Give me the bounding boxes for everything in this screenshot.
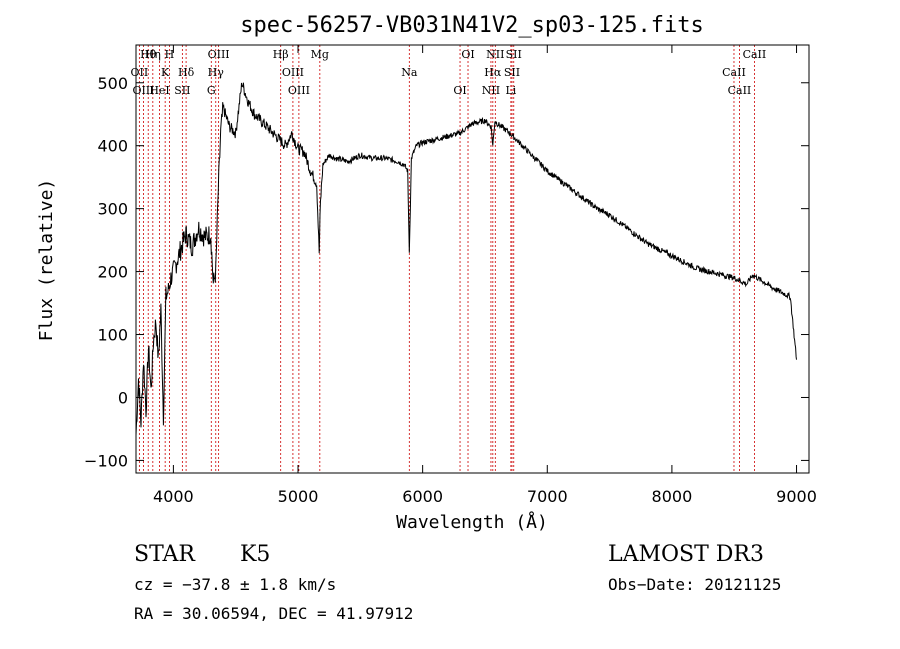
- object-class: STAR: [134, 542, 196, 567]
- y-tick-label: 200: [97, 263, 128, 282]
- x-axis-ticks: 4000 5000 6000 7000 8000 9000: [153, 45, 817, 506]
- x-tick-label: 7000: [527, 487, 568, 506]
- line-label: NII: [486, 48, 504, 61]
- line-label: CaII: [722, 66, 746, 79]
- line-label: H: [165, 48, 175, 61]
- x-tick-label: 5000: [278, 487, 319, 506]
- line-label: CaII: [728, 84, 752, 97]
- spectral-line-labels: Hθ OII OIII HηK HeI HHδ SII OIII Hγ G Hβ OIII OIII Mg…: [131, 48, 767, 97]
- line-label: CaII: [743, 48, 767, 61]
- x-tick-label: 9000: [776, 487, 817, 506]
- spectral-line-markers: [138, 45, 755, 473]
- line-label: OIII: [132, 84, 154, 97]
- line-label: Li: [505, 84, 516, 97]
- line-label: NII: [482, 84, 500, 97]
- line-label: Hη: [145, 48, 161, 61]
- line-label: SII: [174, 84, 190, 97]
- survey-name: LAMOST DR3: [608, 542, 764, 567]
- line-label: Na: [401, 66, 418, 79]
- line-label: Hα: [484, 66, 502, 79]
- line-label: Hδ: [178, 66, 195, 79]
- object-subclass: K5: [240, 542, 270, 567]
- line-label: SII: [504, 66, 520, 79]
- y-tick-label: 400: [97, 137, 128, 156]
- line-label: OIII: [282, 66, 304, 79]
- line-label: HeI: [149, 84, 169, 97]
- line-label: G: [207, 84, 216, 97]
- plot-frame: [135, 44, 810, 474]
- line-label: SII: [506, 48, 522, 61]
- line-label: Hγ: [208, 66, 225, 79]
- line-label: Hβ: [273, 48, 289, 61]
- line-label: OI: [453, 84, 466, 97]
- line-label: Mg: [311, 48, 329, 61]
- x-axis-label: Wavelength (Å): [396, 511, 548, 533]
- x-tick-label: 8000: [652, 487, 693, 506]
- x-tick-label: 4000: [153, 487, 194, 506]
- y-tick-label: 500: [97, 74, 128, 93]
- y-tick-label: −100: [84, 451, 128, 470]
- redshift-velocity: cz = −37.8 ± 1.8 km/s: [134, 575, 336, 594]
- line-label: OIII: [208, 48, 230, 61]
- line-label: K: [161, 66, 170, 79]
- y-tick-label: 300: [97, 200, 128, 219]
- y-axis-label: Flux (relative): [36, 179, 57, 342]
- line-label: OIII: [288, 84, 310, 97]
- y-tick-label: 0: [118, 388, 128, 407]
- x-tick-label: 6000: [402, 487, 443, 506]
- y-axis-ticks: −100 0 100 200 300 400 500: [84, 74, 809, 470]
- coordinates: RA = 30.06594, DEC = 41.97912: [134, 604, 413, 623]
- line-label: OI: [461, 48, 474, 61]
- spectrum-series: [135, 82, 797, 436]
- line-label: Hθ: [140, 48, 157, 61]
- chart-title: spec-56257-VB031N41V2_sp03-125.fits: [240, 13, 704, 38]
- y-tick-label: 100: [97, 326, 128, 345]
- line-label: OII: [131, 66, 149, 79]
- obs-date: Obs−Date: 20121125: [608, 575, 781, 594]
